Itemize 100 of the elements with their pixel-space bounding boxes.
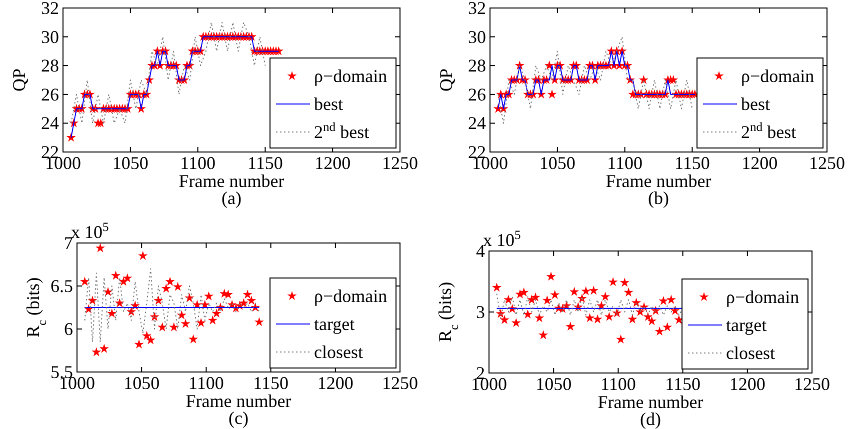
legend-label: ρ−domain — [314, 66, 388, 86]
y-tick-label: 30 — [468, 26, 486, 47]
x-axis-title: Frame number — [186, 391, 292, 411]
legend-label: best — [314, 94, 343, 114]
point — [134, 339, 144, 349]
point — [96, 243, 106, 252]
x-tick-label: 1150 — [665, 374, 700, 394]
legend-label: ρ−domain — [726, 287, 800, 307]
legend-label: 2$^{nd}$ best — [314, 120, 370, 142]
y-tick-label: 6 — [64, 319, 73, 339]
x-tick-label: 1150 — [253, 373, 288, 393]
point — [523, 309, 533, 318]
x-tick-label: 1200 — [317, 373, 354, 393]
point — [530, 292, 540, 302]
legend-label: target — [726, 315, 767, 335]
point — [666, 294, 676, 304]
point — [492, 282, 502, 292]
x-tick-label: 1050 — [112, 153, 148, 173]
point — [165, 276, 175, 286]
point — [585, 313, 595, 322]
x-tick-label: 1250 — [794, 374, 830, 394]
point — [600, 292, 610, 301]
point — [620, 278, 630, 287]
x-axis-title: Frame number — [606, 171, 712, 191]
point — [616, 334, 626, 344]
y-tick-label: 24 — [468, 113, 486, 134]
point — [534, 313, 544, 322]
point — [146, 335, 156, 344]
point — [658, 296, 668, 306]
point — [169, 322, 179, 332]
point — [608, 277, 618, 286]
x-tick-label: 1100 — [180, 153, 216, 173]
point — [542, 295, 552, 304]
point — [504, 294, 514, 304]
y-tick-label: 6.5 — [50, 276, 73, 296]
y-tick-label: 26 — [468, 84, 486, 104]
text: (b) — [648, 188, 669, 208]
point — [176, 310, 186, 320]
y-tick-label: 26 — [41, 84, 59, 104]
point — [254, 317, 264, 326]
legend-label: ρ−domain — [741, 66, 814, 86]
point — [662, 322, 672, 332]
text: (d) — [640, 409, 661, 429]
point — [208, 315, 218, 324]
text: (a) — [222, 188, 242, 208]
y-axis-title: QP — [9, 68, 29, 92]
point — [654, 326, 664, 336]
point — [624, 287, 634, 297]
x-tick-label: 1250 — [382, 373, 418, 393]
x-tick-label: 1050 — [539, 153, 576, 173]
point — [99, 344, 109, 353]
legend-label: target — [314, 314, 355, 334]
x-tick-label: 1200 — [729, 374, 766, 394]
point — [588, 286, 598, 295]
y-axis-title: QP — [436, 68, 456, 92]
legend-label: 2$^{nd}$ best — [741, 120, 796, 142]
y-tick-label: 4 — [476, 241, 485, 261]
point — [604, 312, 614, 321]
point — [570, 286, 580, 296]
legend-label: best — [741, 94, 770, 114]
y-tick-label: 28 — [468, 56, 486, 76]
x-tick-label: 1100 — [607, 153, 642, 173]
point — [212, 308, 222, 318]
x-tick-label: 1150 — [248, 153, 283, 173]
point — [581, 286, 591, 296]
text: x 10$^{5}$ — [71, 220, 109, 242]
point — [566, 322, 576, 331]
x-tick-label: 1100 — [188, 373, 224, 393]
point — [80, 276, 90, 286]
legend-label: closest — [726, 343, 775, 363]
point — [180, 318, 190, 328]
point — [114, 298, 124, 308]
x-axis-title: Frame number — [598, 392, 704, 412]
x-tick-label: 1050 — [536, 374, 572, 394]
point — [204, 291, 214, 300]
point — [196, 318, 206, 328]
legend-label: closest — [314, 342, 363, 362]
x-tick-label: 1250 — [809, 153, 845, 173]
point — [538, 330, 548, 340]
y-tick-label: 7 — [64, 233, 73, 253]
point — [550, 290, 560, 299]
point — [111, 270, 121, 280]
x-axis-title: Frame number — [178, 171, 284, 191]
point — [142, 330, 152, 340]
y-tick-label: 28 — [41, 56, 59, 76]
point — [173, 282, 183, 291]
point — [161, 284, 171, 293]
legend-label: ρ−domain — [314, 286, 388, 306]
y-tick-label: 30 — [41, 26, 59, 47]
point — [592, 314, 602, 324]
line-series — [498, 36, 693, 124]
point — [88, 296, 98, 305]
point — [138, 250, 148, 260]
text: x 10$^{5}$ — [483, 228, 521, 250]
point — [546, 272, 556, 281]
point — [103, 287, 113, 296]
point — [122, 273, 132, 282]
x-tick-label: 1250 — [382, 153, 418, 173]
x-tick-label: 1150 — [674, 153, 710, 173]
point — [107, 308, 117, 318]
